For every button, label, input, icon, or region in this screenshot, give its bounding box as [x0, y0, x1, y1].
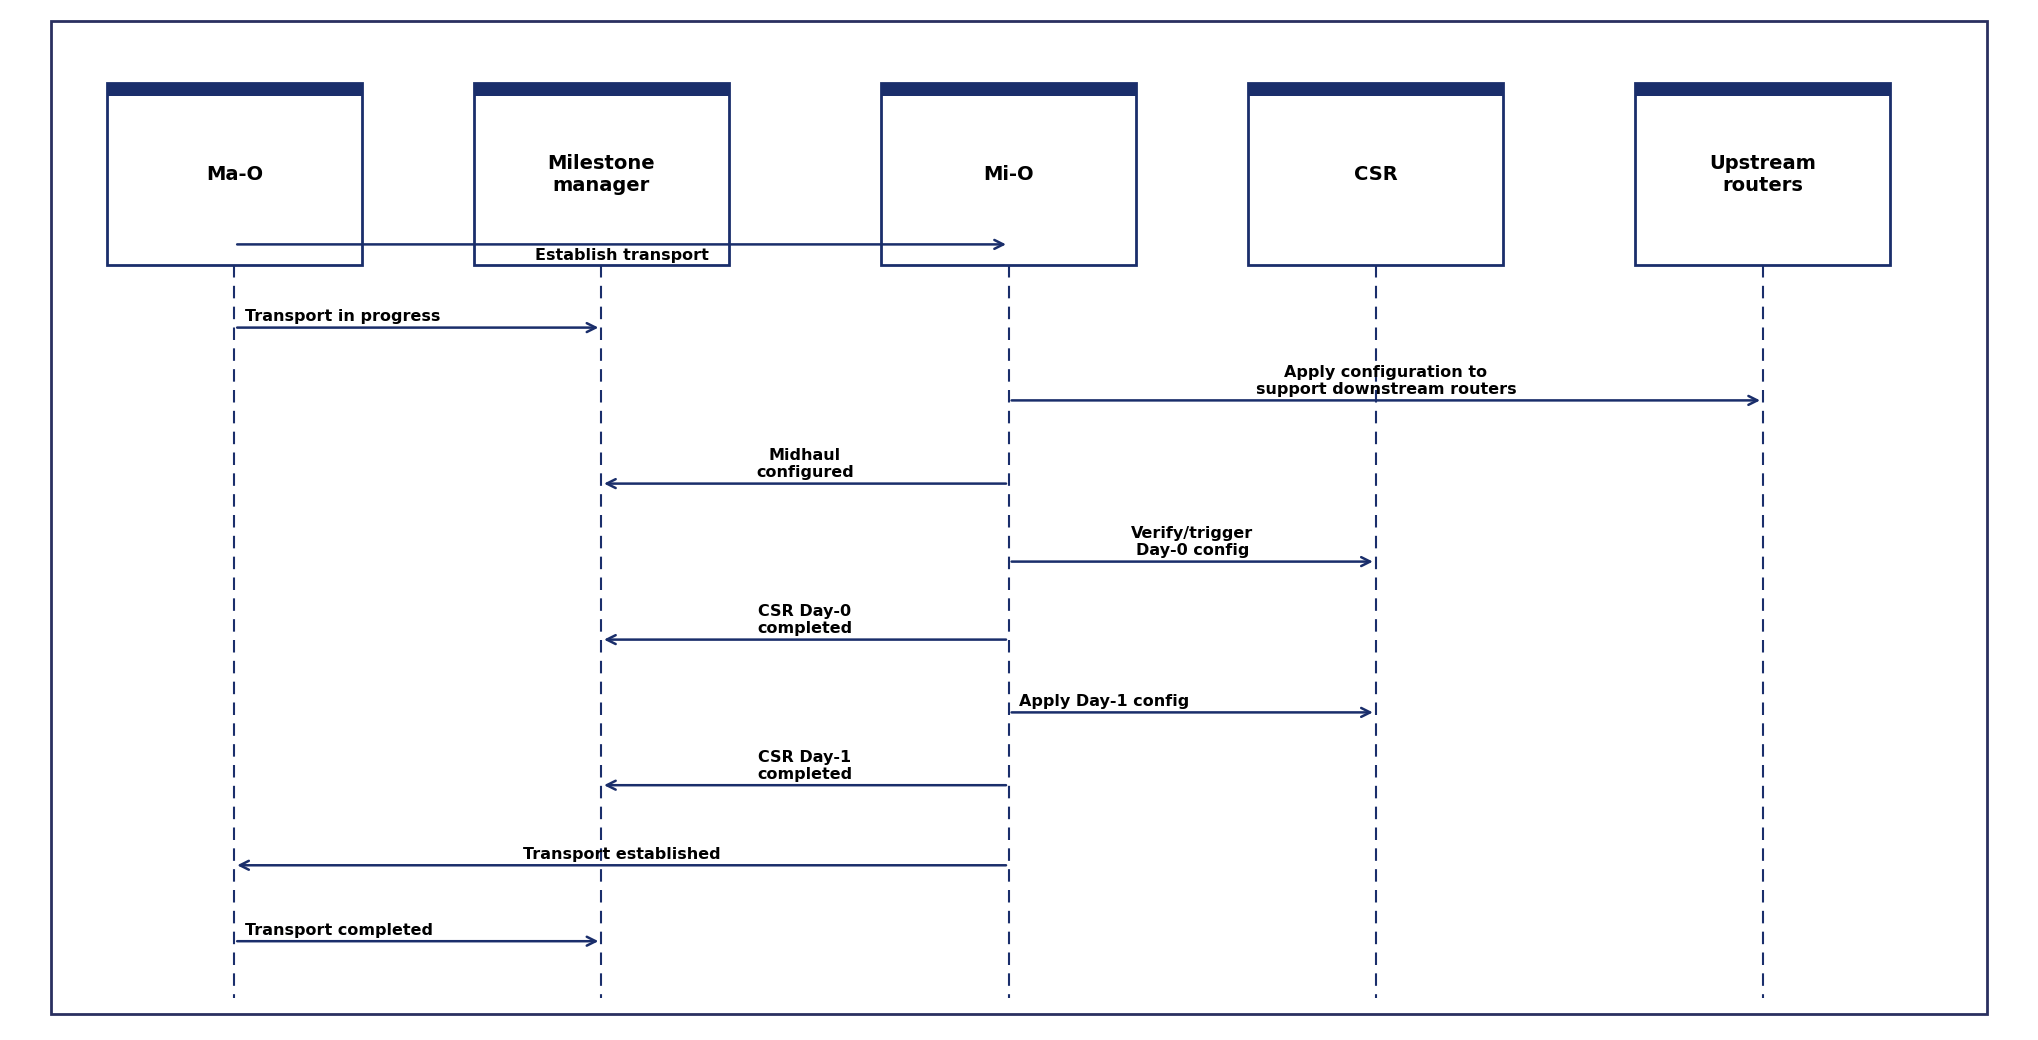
Text: CSR Day-0
completed: CSR Day-0 completed [758, 604, 852, 636]
Bar [473, 83, 730, 265]
Bar [106, 83, 363, 265]
Text: Milestone
manager: Milestone manager [548, 154, 654, 194]
Text: Transport established: Transport established [524, 848, 719, 862]
Text: Transport completed: Transport completed [245, 924, 432, 938]
Bar [880, 83, 1135, 96]
Text: Apply Day-1 config: Apply Day-1 config [1019, 695, 1190, 709]
Bar [106, 83, 363, 96]
Text: CSR: CSR [1353, 164, 1398, 184]
Text: CSR Day-1
completed: CSR Day-1 completed [758, 750, 852, 782]
Text: Establish transport: Establish transport [534, 248, 709, 262]
Bar [473, 83, 730, 96]
Text: Transport in progress: Transport in progress [245, 310, 440, 324]
Text: Mi-O: Mi-O [984, 164, 1033, 184]
Bar [1247, 83, 1504, 96]
Text: Verify/trigger
Day-0 config: Verify/trigger Day-0 config [1131, 526, 1253, 558]
Bar [1634, 83, 1889, 96]
Text: Ma-O: Ma-O [206, 164, 263, 184]
Bar [880, 83, 1135, 265]
Text: Apply configuration to
support downstream routers: Apply configuration to support downstrea… [1255, 365, 1516, 397]
Text: Upstream
routers: Upstream routers [1710, 154, 1816, 194]
Bar [1634, 83, 1889, 265]
Bar [1247, 83, 1504, 265]
Text: Midhaul
configured: Midhaul configured [756, 448, 854, 480]
